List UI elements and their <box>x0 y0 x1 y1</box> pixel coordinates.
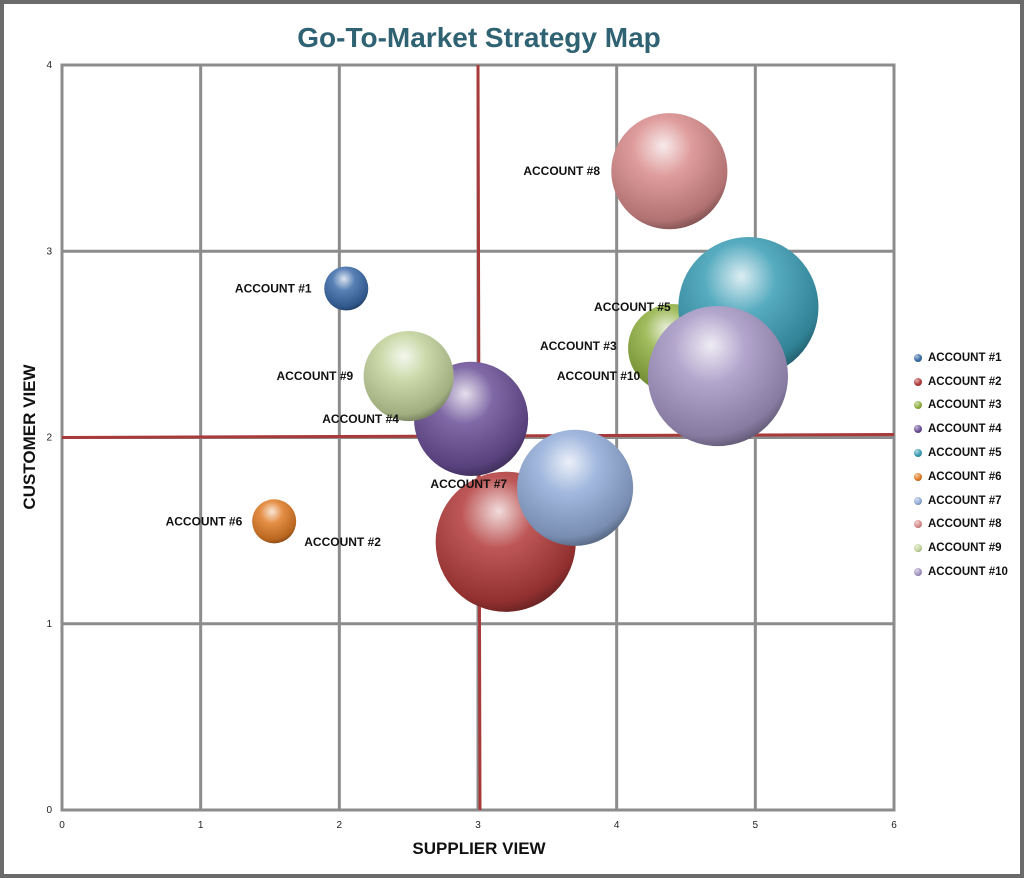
bubble-account-6 <box>252 499 297 544</box>
data-label: ACCOUNT #1 <box>235 282 312 296</box>
x-tick-label: 2 <box>337 820 343 831</box>
legend-label: ACCOUNT #3 <box>928 399 1002 412</box>
data-label: ACCOUNT #2 <box>304 535 381 549</box>
legend-item: ACCOUNT #9 <box>914 536 1022 560</box>
legend-label: ACCOUNT #6 <box>928 470 1002 483</box>
x-axis-label: SUPPLIER VIEW <box>412 839 546 858</box>
legend-item: ACCOUNT #2 <box>914 370 1022 394</box>
legend-label: ACCOUNT #8 <box>928 518 1002 531</box>
legend-label: ACCOUNT #10 <box>928 566 1008 579</box>
data-label: ACCOUNT #7 <box>430 477 507 491</box>
legend-item: ACCOUNT #5 <box>914 441 1022 465</box>
x-tick-label: 6 <box>891 820 897 831</box>
data-label: ACCOUNT #10 <box>557 369 641 383</box>
data-label: ACCOUNT #5 <box>594 300 671 314</box>
x-tick-label: 3 <box>475 820 481 831</box>
legend-label: ACCOUNT #5 <box>928 447 1002 460</box>
legend-label: ACCOUNT #2 <box>928 375 1002 388</box>
x-tick-label: 1 <box>198 820 204 831</box>
chart-title: Go-To-Market Strategy Map <box>297 22 661 53</box>
y-tick-label: 4 <box>46 60 52 71</box>
y-tick-label: 0 <box>46 805 52 816</box>
legend-item: ACCOUNT #3 <box>914 394 1022 418</box>
legend-marker <box>914 449 922 458</box>
x-tick-label: 4 <box>614 820 620 831</box>
bubble-account-9 <box>363 330 454 422</box>
legend-marker <box>914 520 922 529</box>
data-label: ACCOUNT #8 <box>523 164 600 178</box>
y-tick-label: 1 <box>46 619 52 630</box>
legend-marker <box>914 472 922 481</box>
legend-item: ACCOUNT #1 <box>914 346 1022 370</box>
legend-marker <box>914 353 922 362</box>
x-tick-label: 0 <box>59 820 65 831</box>
legend-item: ACCOUNT #10 <box>914 560 1022 584</box>
legend-marker <box>914 496 922 505</box>
legend-marker <box>914 544 922 553</box>
legend-item: ACCOUNT #8 <box>914 513 1022 537</box>
x-tick-label: 5 <box>753 820 759 831</box>
y-tick-label: 2 <box>46 433 52 444</box>
legend-item: ACCOUNT #4 <box>914 417 1022 441</box>
legend-label: ACCOUNT #7 <box>928 494 1002 507</box>
y-axis-label: CUSTOMER VIEW <box>20 364 39 510</box>
data-label: ACCOUNT #9 <box>277 369 354 383</box>
bubble-account-7 <box>516 429 634 546</box>
legend-label: ACCOUNT #1 <box>928 351 1002 364</box>
legend-item: ACCOUNT #7 <box>914 489 1022 513</box>
bubble-account-8 <box>611 113 728 230</box>
legend-item: ACCOUNT #6 <box>914 465 1022 489</box>
data-label: ACCOUNT #4 <box>322 412 399 426</box>
data-label: ACCOUNT #6 <box>166 514 243 528</box>
bubble-account-10 <box>647 305 788 447</box>
legend-marker <box>914 401 922 410</box>
data-label: ACCOUNT #3 <box>540 339 617 353</box>
legend-marker <box>914 568 922 577</box>
legend-marker <box>914 425 922 434</box>
legend: ACCOUNT #1 ACCOUNT #2 ACCOUNT #3 ACCOUNT #4… <box>914 346 1022 584</box>
bubble-account-1 <box>324 266 369 311</box>
legend-label: ACCOUNT #4 <box>928 423 1002 436</box>
y-tick-label: 3 <box>46 246 52 257</box>
legend-marker <box>914 377 922 386</box>
legend-label: ACCOUNT #9 <box>928 542 1002 555</box>
